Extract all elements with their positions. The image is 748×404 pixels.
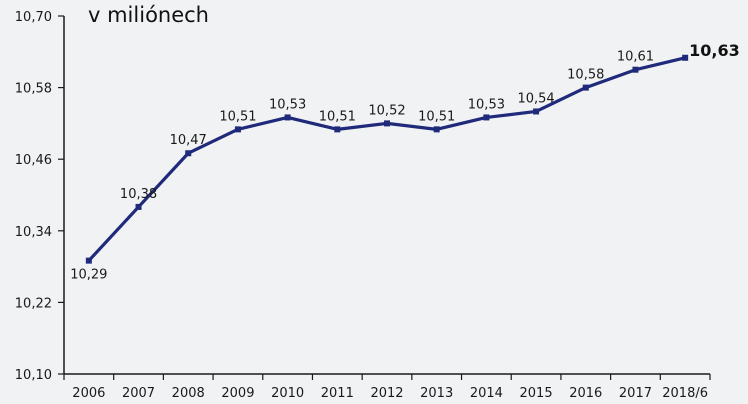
x-tick-label: 2016	[569, 386, 602, 401]
data-label: 10,47	[170, 133, 207, 148]
data-point	[533, 108, 540, 115]
data-label: 10,51	[319, 109, 356, 124]
data-label: 10,38	[120, 187, 157, 202]
data-label: 10,53	[269, 97, 306, 112]
data-label: 10,61	[617, 50, 654, 65]
series	[85, 54, 689, 264]
axes: 10,10 10,22 10,34 10,46 10,58 10,70 2006 2007 20…	[15, 10, 711, 401]
data-point	[582, 84, 589, 91]
y-tick-label: 10,46	[15, 153, 52, 168]
data-point	[185, 150, 192, 157]
x-tick-label: 2012	[370, 386, 403, 401]
data-point	[384, 120, 390, 127]
data-label: 10,63	[689, 41, 740, 60]
unit-label: v miliónech	[88, 3, 209, 27]
x-tick-label: 2014	[470, 386, 503, 401]
x-tick-label: 2009	[221, 386, 254, 401]
data-point	[483, 114, 490, 121]
data-point	[433, 126, 440, 133]
x-tick-label: 2008	[172, 386, 205, 401]
y-tick-label: 10,70	[15, 10, 52, 25]
data-point	[632, 66, 639, 73]
data-labels: 10,29 10,38 10,47 10,51 10,53 10,51 10,52 10,51…	[70, 41, 740, 283]
data-point	[135, 203, 142, 210]
x-tick-label: 2017	[619, 386, 652, 401]
x-tick-label: 2006	[72, 386, 105, 401]
x-tick-label: 2011	[321, 386, 354, 401]
data-point	[85, 257, 92, 264]
x-tick-label: 2010	[271, 386, 304, 401]
x-tick-label: 2013	[420, 386, 453, 401]
x-tick-label: 2018/6	[662, 386, 708, 401]
data-point	[682, 54, 689, 61]
data-label: 10,53	[468, 97, 505, 112]
data-point	[334, 126, 341, 133]
series-line	[87, 56, 686, 262]
data-label: 10,54	[517, 91, 554, 106]
data-label: 10,52	[368, 103, 405, 118]
data-label: 10,29	[70, 268, 107, 283]
y-tick-label: 10,58	[15, 82, 52, 97]
data-point	[234, 126, 241, 133]
data-label: 10,51	[418, 109, 455, 124]
x-tick-label: 2007	[122, 386, 155, 401]
y-tick-label: 10,10	[15, 368, 52, 383]
data-point	[284, 114, 291, 121]
data-label: 10,58	[567, 68, 604, 83]
x-tick-label: 2015	[520, 386, 553, 401]
data-label: 10,51	[219, 109, 256, 124]
y-tick-label: 10,22	[15, 296, 52, 311]
y-tick-label: 10,34	[15, 225, 52, 240]
